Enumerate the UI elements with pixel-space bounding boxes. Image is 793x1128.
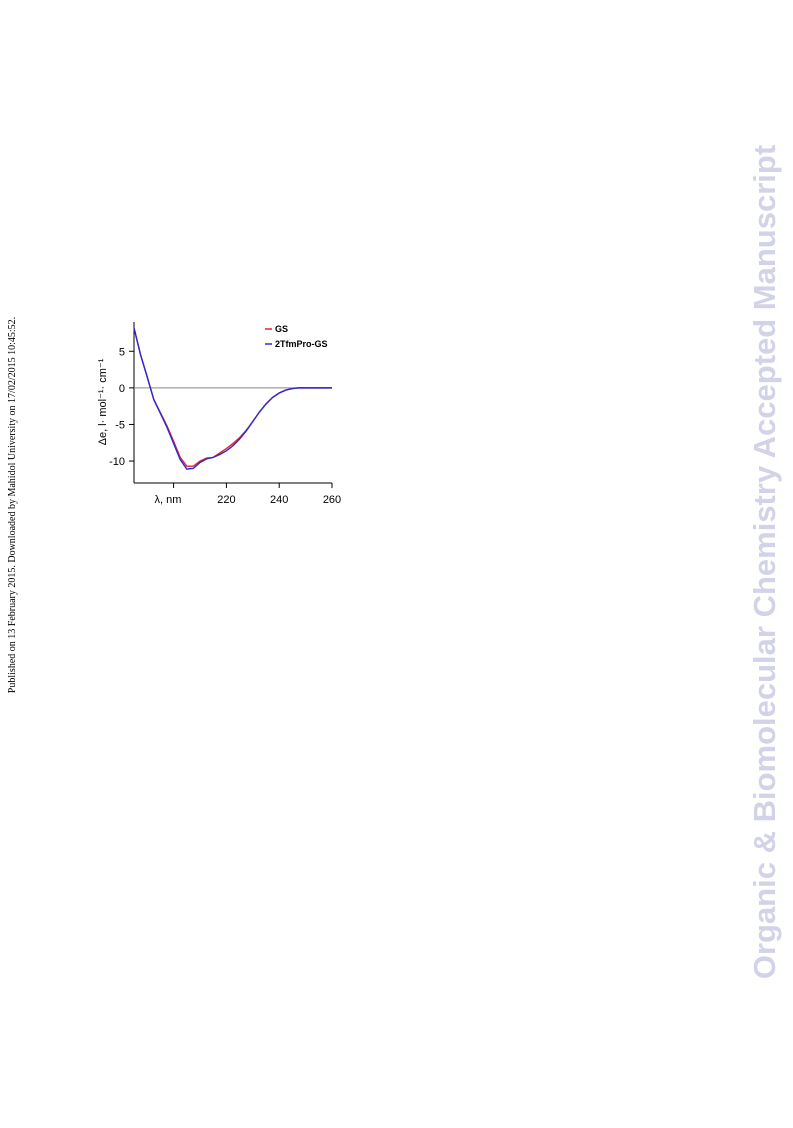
legend-label: 2TfmPro-GS	[275, 339, 328, 349]
legend-label: GS	[275, 324, 288, 334]
x-axis-label: λ, nm	[155, 494, 182, 506]
y-tick-label: -10	[109, 456, 125, 468]
x-tick-label: 220	[217, 494, 235, 506]
y-tick-label: 0	[119, 383, 125, 395]
published-note: Published on 13 February 2015. Downloade…	[7, 317, 18, 693]
watermark: Organic & Biomolecular Chemistry Accepte…	[747, 145, 782, 979]
series-line	[133, 327, 332, 470]
x-tick-label: 240	[270, 494, 288, 506]
x-tick-label: 260	[323, 494, 341, 506]
y-tick-label: -5	[115, 419, 125, 431]
y-axis-label: Δe, l· mol⁻¹· cm⁻¹	[97, 358, 109, 445]
y-tick-label: 5	[119, 346, 125, 358]
